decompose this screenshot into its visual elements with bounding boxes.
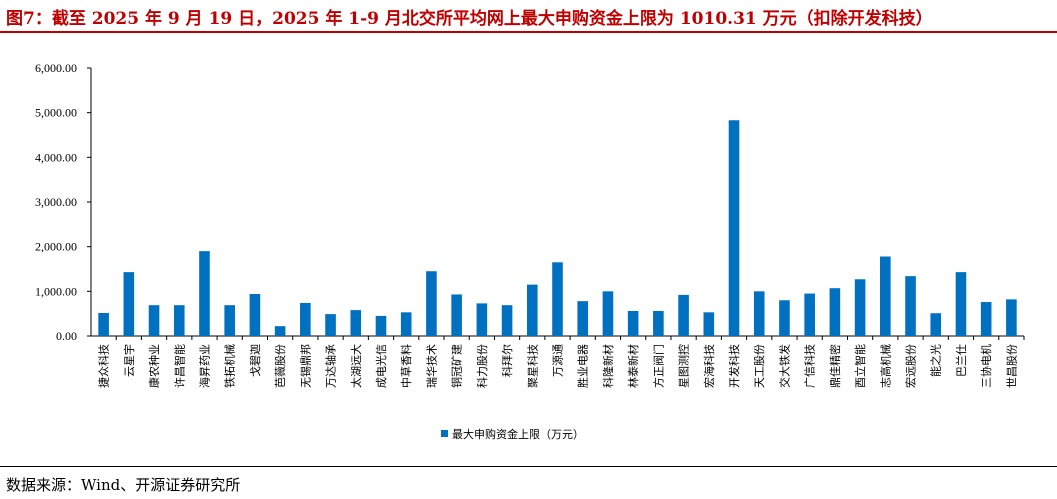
x-tick-label: 志高机械 [878, 344, 892, 388]
x-tick-label: 林泰新材 [626, 344, 640, 388]
x-tick-label: 广信科技 [803, 344, 817, 388]
x-tick-label: 铁拓机械 [223, 344, 237, 388]
x-tick-label: 巴兰仕 [955, 344, 968, 377]
bar-科拜尔 [501, 305, 513, 336]
x-tick-label: 能之光 [929, 344, 943, 377]
y-tick-label: 4,000.00 [35, 150, 77, 164]
source-divider [0, 466, 1057, 467]
bar-广信科技 [804, 293, 815, 336]
x-tick-label: 中草香料 [399, 344, 413, 388]
bar-世昌股份 [1006, 299, 1017, 336]
legend-label: 最大申购资金上限（万元） [452, 427, 584, 441]
x-tick-label: 万达轴承 [324, 344, 338, 388]
x-tick-label: 铜冠矿建 [450, 344, 464, 388]
bar-宏海科技 [703, 312, 715, 336]
x-tick-label: 瑞华技术 [424, 344, 438, 388]
x-tick-label: 鼎佳精密 [828, 344, 842, 388]
bar-三协电机 [980, 302, 992, 336]
x-tick-label: 开发科技 [727, 344, 741, 388]
x-tick-label: 酉立智能 [853, 344, 867, 388]
legend-swatch [441, 430, 448, 437]
bar-中草香料 [400, 312, 412, 336]
x-tick-label: 芭薇股份 [273, 344, 287, 388]
x-tick-label: 科拜尔 [500, 344, 514, 377]
bar-星图测控 [678, 294, 689, 336]
bar-开发科技 [728, 120, 740, 336]
bar-能之光 [930, 313, 942, 336]
bar-巴兰仕 [955, 272, 967, 336]
bar-科力股份 [476, 303, 488, 336]
title-divider [0, 31, 1057, 33]
x-tick-label: 方正阀门 [651, 344, 665, 388]
x-tick-label: 宏海科技 [702, 344, 716, 388]
bar-林泰新材 [627, 310, 639, 336]
y-tick-label: 5,000.00 [35, 106, 77, 120]
x-tick-label: 星图测控 [677, 344, 691, 388]
bar-鼎佳精密 [829, 288, 841, 336]
bar-聚星科技 [526, 284, 538, 336]
y-tick-label: 0.00 [56, 329, 77, 343]
bar-铜冠矿建 [451, 294, 462, 336]
bar-康农种业 [148, 305, 160, 336]
bar-戈碧迦 [249, 294, 261, 336]
bar-太湖远大 [350, 310, 362, 336]
bar-酉立智能 [854, 279, 866, 336]
x-tick-label: 三协电机 [979, 344, 993, 388]
bar-海昇药业 [199, 251, 210, 336]
bar-芭薇股份 [274, 326, 286, 336]
x-tick-label: 万源通 [551, 344, 565, 377]
bar-成电光信 [375, 315, 387, 336]
x-tick-label: 天工股份 [753, 344, 766, 388]
source-note: 数据来源：Wind、开源证券研究所 [6, 476, 241, 494]
x-tick-label: 胜业电器 [576, 344, 590, 388]
bar-方正阀门 [653, 310, 664, 336]
bar-万源通 [552, 262, 563, 336]
bar-天工股份 [753, 291, 765, 336]
bar-万达轴承 [325, 314, 336, 336]
x-tick-label: 捷众科技 [97, 344, 111, 388]
bar-捷众科技 [98, 312, 109, 336]
x-tick-label: 宏远股份 [904, 344, 918, 388]
x-tick-label: 科隆新材 [601, 344, 615, 388]
bar-胜业电器 [577, 301, 589, 336]
x-tick-label: 聚星科技 [525, 344, 539, 388]
bar-交大铁发 [779, 300, 790, 336]
y-tick-label: 1,000.00 [35, 284, 77, 298]
x-tick-label: 康农种业 [147, 344, 161, 388]
bar-科隆新材 [602, 291, 614, 336]
x-tick-label: 海昇药业 [197, 344, 211, 388]
x-tick-label: 世昌股份 [1005, 344, 1018, 388]
x-tick-label: 无锡鼎邦 [298, 344, 312, 388]
bar-无锡鼎邦 [300, 302, 311, 336]
bar-瑞华技术 [426, 271, 437, 336]
y-tick-label: 3,000.00 [35, 195, 77, 209]
x-tick-label: 科力股份 [475, 344, 489, 388]
bar-志高机械 [880, 256, 891, 336]
chart-title: 图7：截至 2025 年 9 月 19 日，2025 年 1-9 月北交所平均网… [6, 9, 933, 29]
x-tick-label: 成电光信 [374, 344, 388, 388]
x-tick-label: 交大铁发 [777, 344, 791, 388]
x-tick-label: 云星宇 [123, 344, 136, 377]
bar-云星宇 [123, 272, 135, 336]
x-tick-label: 太湖远大 [349, 344, 363, 388]
bar-许昌智能 [173, 305, 185, 336]
bar-宏远股份 [905, 276, 916, 336]
x-tick-label: 许昌智能 [172, 344, 186, 388]
y-tick-label: 2,000.00 [35, 240, 77, 254]
x-tick-label: 戈碧迦 [249, 344, 262, 377]
y-tick-label: 6,000.00 [35, 61, 77, 75]
bar-铁拓机械 [224, 305, 235, 336]
